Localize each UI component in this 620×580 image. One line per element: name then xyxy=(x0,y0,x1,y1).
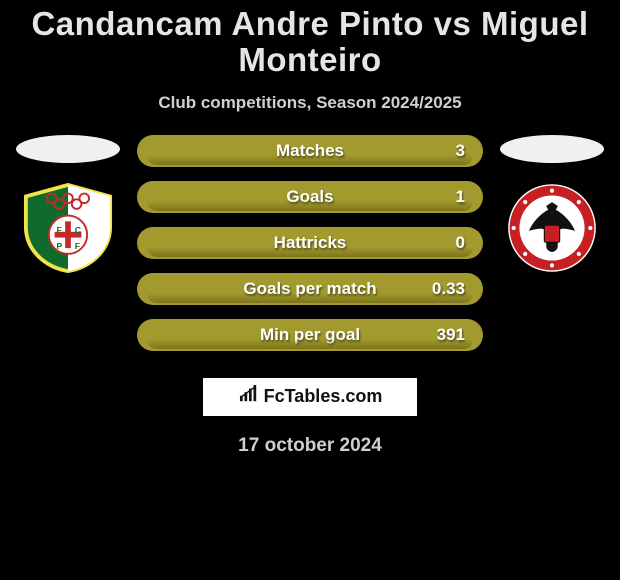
svg-text:F: F xyxy=(75,241,80,251)
stat-value: 0 xyxy=(456,233,465,253)
player-left-ellipse xyxy=(16,135,120,163)
comparison-card: Candancam Andre Pinto vs Miguel Monteiro… xyxy=(0,0,620,580)
svg-text:F: F xyxy=(57,224,62,234)
stat-label: Goals xyxy=(286,187,333,207)
stat-value: 0.33 xyxy=(432,279,465,299)
stat-row-matches: Matches 3 xyxy=(137,135,483,167)
player-right-ellipse xyxy=(500,135,604,163)
stat-value: 391 xyxy=(437,325,465,345)
stat-value: 3 xyxy=(456,141,465,161)
subtitle: Club competitions, Season 2024/2025 xyxy=(0,93,620,113)
stat-label: Min per goal xyxy=(260,325,360,345)
stat-row-goals: Goals 1 xyxy=(137,181,483,213)
stat-row-gpm: Goals per match 0.33 xyxy=(137,273,483,305)
brand-box[interactable]: FcTables.com xyxy=(202,377,418,417)
pacos-ferreira-badge-icon: F C P F xyxy=(20,183,116,273)
content-row: F C P F Matches 3 Goals 1 Hattricks 0 xyxy=(0,135,620,351)
chart-icon xyxy=(238,385,260,408)
stat-row-mpg: Min per goal 391 xyxy=(137,319,483,351)
stat-row-hattricks: Hattricks 0 xyxy=(137,227,483,259)
svg-text:C: C xyxy=(75,224,81,234)
stat-label: Matches xyxy=(276,141,344,161)
stat-label: Hattricks xyxy=(274,233,347,253)
right-player-col xyxy=(497,135,607,273)
svg-text:P: P xyxy=(57,241,63,251)
stat-value: 1 xyxy=(456,187,465,207)
stat-label: Goals per match xyxy=(243,279,376,299)
left-player-col: F C P F xyxy=(13,135,123,273)
oliveirense-badge-icon xyxy=(504,183,600,273)
date-line: 17 october 2024 xyxy=(0,435,620,457)
stats-column: Matches 3 Goals 1 Hattricks 0 Goals per … xyxy=(137,135,483,351)
brand-name: FcTables.com xyxy=(264,386,383,407)
page-title: Candancam Andre Pinto vs Miguel Monteiro xyxy=(0,4,620,79)
